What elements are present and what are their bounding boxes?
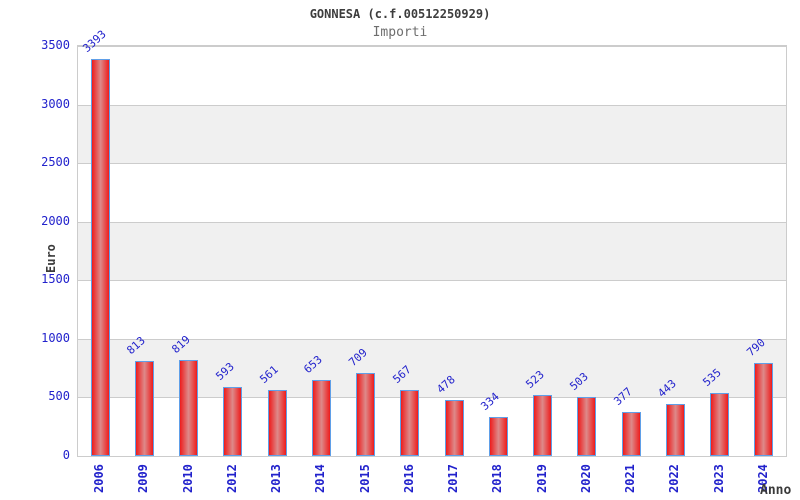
plot-band: [78, 104, 786, 164]
gridline: [78, 104, 786, 106]
x-tick-label: 2016: [401, 464, 416, 493]
plot-band: [78, 163, 786, 222]
bar-2021: [621, 412, 641, 456]
bar-2017: [444, 400, 464, 456]
x-tick-label: 2015: [357, 464, 372, 493]
bar-2018: [488, 417, 508, 456]
x-tick-label: 2019: [534, 464, 549, 493]
gridline: [78, 338, 786, 340]
x-tick-label: 2018: [490, 464, 505, 493]
x-axis-title: Anno: [760, 483, 792, 498]
y-tick-label: 3000: [41, 96, 70, 111]
x-tick-label: 2006: [92, 464, 107, 493]
x-tick-label: 2010: [180, 464, 195, 493]
gridline: [78, 456, 786, 457]
gridline: [78, 221, 786, 223]
y-axis-title: Euro: [44, 244, 58, 273]
x-tick-label: 2017: [446, 464, 461, 493]
gridline: [78, 397, 786, 399]
y-tick-label: 2500: [41, 155, 70, 170]
x-tick-label: 2022: [667, 464, 682, 493]
bar-2014: [311, 380, 331, 456]
bar-2016: [400, 390, 420, 456]
y-tick-label: 1000: [41, 330, 70, 345]
chart-subtitle: Importi: [372, 25, 428, 40]
chart-title: GONNESA (c.f.00512250929): [309, 7, 491, 21]
y-tick-label: 0: [62, 448, 70, 462]
bar-2020: [577, 397, 597, 456]
gridline: [78, 280, 786, 282]
plot-band: [78, 221, 786, 281]
plot-area: 3393 813 819 593 561 653 709 567 478 334 523 503 377…: [77, 28, 787, 457]
bar-2013: [267, 390, 287, 456]
bar-2010: [179, 360, 199, 456]
bar-2006: [90, 59, 110, 456]
x-tick-label: 2020: [578, 464, 593, 493]
x-tick-label: 2014: [313, 464, 328, 493]
x-tick-label: 2012: [224, 464, 239, 493]
bar-2019: [533, 395, 553, 456]
plot-band: [78, 280, 786, 339]
bar-2015: [356, 373, 376, 456]
x-tick-label: 2023: [711, 464, 726, 493]
bar-2009: [134, 361, 154, 456]
bar-2024: [754, 363, 774, 456]
bar-2012: [223, 387, 243, 456]
plot-band: [78, 46, 786, 105]
y-tick-label: 1500: [41, 272, 70, 287]
y-tick-label: 500: [48, 389, 70, 404]
x-tick-label: 2009: [136, 464, 151, 493]
y-tick-label: 3500: [41, 38, 70, 52]
bar-2023: [710, 393, 730, 456]
x-tick-label: 2013: [269, 464, 284, 493]
y-tick-label: 2000: [41, 213, 70, 228]
gridline: [78, 46, 786, 47]
x-tick-label: 2021: [623, 464, 638, 493]
gridline: [78, 163, 786, 165]
bar-2022: [665, 404, 685, 456]
